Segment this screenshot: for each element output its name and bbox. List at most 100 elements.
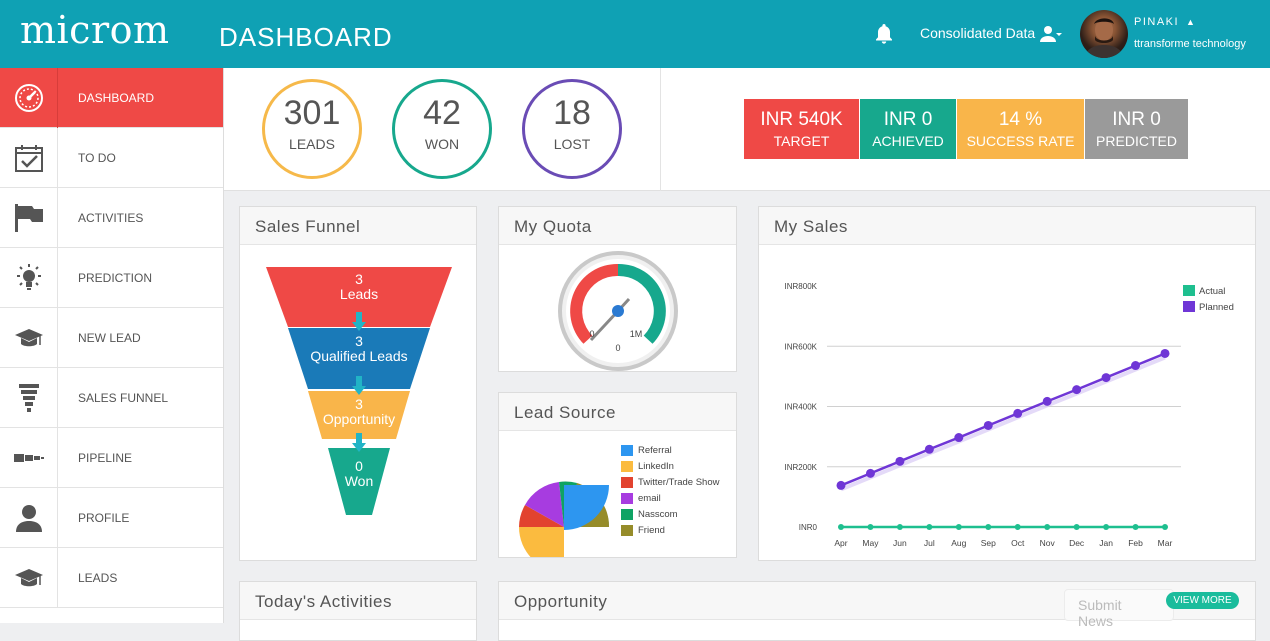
data-point[interactable] <box>895 456 905 466</box>
series-shadow <box>840 355 1166 492</box>
caret-up-icon[interactable]: ▲ <box>1186 17 1195 27</box>
data-point[interactable] <box>1072 385 1082 395</box>
quota-gauge[interactable]: 0 1M 0 <box>499 245 738 371</box>
speedometer-icon <box>14 84 43 112</box>
funnel-stage-opportunity[interactable] <box>308 391 410 439</box>
data-point[interactable] <box>924 444 934 454</box>
sidebar-item-dashboard[interactable]: DASHBOARD <box>0 68 223 128</box>
x-tick-label: Mar <box>1158 538 1173 548</box>
data-point[interactable] <box>1103 524 1110 530</box>
data-point[interactable] <box>838 524 844 530</box>
sidebar-item-activities[interactable]: ACTIVITIES <box>0 188 223 248</box>
pipeline-icon <box>13 454 44 462</box>
user-name[interactable]: PINAKI <box>1134 16 1180 28</box>
data-point[interactable] <box>836 480 846 490</box>
pie-slice-twitter[interactable] <box>519 505 564 527</box>
data-point[interactable] <box>896 524 903 530</box>
sidebar-item-new-lead[interactable]: NEW LEAD <box>0 308 223 368</box>
kpi-achieved[interactable]: INR 0 ACHIEVED <box>860 99 956 159</box>
x-tick-label: May <box>862 538 879 548</box>
kpi-value: 14 % <box>998 109 1043 130</box>
legend-item[interactable]: email <box>621 493 661 504</box>
legend-item[interactable]: Twitter/Trade Show <box>621 477 719 488</box>
data-point[interactable] <box>954 433 964 443</box>
panel-title: Lead Source <box>499 393 736 431</box>
legend-item[interactable]: LinkedIn <box>621 461 674 472</box>
kpi-success-rate[interactable]: 14 % SUCCESS RATE <box>957 99 1084 159</box>
funnel-count: 3 <box>355 396 363 412</box>
data-point[interactable] <box>1042 396 1052 406</box>
sidebar-item-profile[interactable]: PROFILE <box>0 488 223 548</box>
my-sales-panel: My Sales INR800K INR600K INR400K INR200K INR… <box>758 206 1256 561</box>
y-tick-label: INR0 <box>799 523 818 532</box>
funnel-stage-qualified-leads[interactable] <box>288 328 430 389</box>
sidebar-item-leads[interactable]: LEADS <box>0 548 223 608</box>
x-tick-label: Nov <box>1040 538 1056 548</box>
stat-value: 18 <box>553 94 591 132</box>
kpi-predicted[interactable]: INR 0 PREDICTED <box>1085 99 1188 159</box>
legend-item[interactable]: Referral <box>621 445 672 456</box>
stat-label: WON <box>424 136 460 152</box>
user-icon <box>15 505 42 532</box>
legend-item[interactable]: Nasscom <box>621 509 678 520</box>
panel-title: My Sales <box>759 207 1255 245</box>
sales-funnel-panel: Sales Funnel 3 Leads 3 Qualified Leads 3… <box>239 206 477 561</box>
user-switch-icon[interactable] <box>1040 24 1062 44</box>
consolidated-data-link[interactable]: Consolidated Data <box>920 25 1036 41</box>
data-point[interactable] <box>955 524 962 530</box>
data-point[interactable] <box>1132 524 1139 530</box>
top-bar: microm DASHBOARD Consolidated Data PINAK… <box>0 0 1270 68</box>
x-tick-label: Dec <box>1069 538 1085 548</box>
lost-stat-circle[interactable]: 18 LOST <box>522 79 622 179</box>
calendar-check-icon <box>14 145 43 172</box>
sidebar-item-todo[interactable]: TO DO <box>0 128 223 188</box>
sidebar-item-label: SALES FUNNEL <box>78 391 169 405</box>
funnel-stage-won[interactable] <box>328 448 390 515</box>
data-point[interactable] <box>1131 361 1141 371</box>
won-stat-circle[interactable]: 42 WON <box>392 79 492 179</box>
data-point[interactable] <box>1013 408 1023 418</box>
data-point[interactable] <box>1044 524 1051 530</box>
user-avatar[interactable] <box>1080 10 1128 58</box>
data-point[interactable] <box>1160 348 1170 358</box>
data-point[interactable] <box>1162 524 1168 530</box>
view-more-button[interactable]: VIEW MORE <box>1166 592 1239 609</box>
data-point[interactable] <box>867 524 874 530</box>
kpi-target[interactable]: INR 540K TARGET <box>744 99 859 159</box>
sidebar-item-pipeline[interactable]: PIPELINE <box>0 428 223 488</box>
kpi-label: TARGET <box>773 133 830 149</box>
data-point[interactable] <box>1073 524 1080 530</box>
sidebar-item-label: PIPELINE <box>78 451 133 465</box>
notification-bell-icon[interactable] <box>872 22 896 46</box>
sidebar-item-sales-funnel[interactable]: SALES FUNNEL <box>0 368 223 428</box>
data-point[interactable] <box>865 468 875 478</box>
gauge-min-label: 0 <box>589 329 594 339</box>
pie-slice-linkedin[interactable] <box>519 527 564 557</box>
sidebar-item-label: ACTIVITIES <box>78 211 144 225</box>
funnel-label: Qualified Leads <box>310 348 407 364</box>
sidebar-item-label: NEW LEAD <box>78 331 141 345</box>
submit-news-button[interactable]: Submit News <box>1064 589 1174 629</box>
pie-slice-email[interactable] <box>525 482 564 527</box>
y-tick-label: INR600K <box>785 342 818 351</box>
legend-swatch <box>1183 285 1195 296</box>
data-point[interactable] <box>926 524 933 530</box>
legend-label: email <box>638 493 661 504</box>
x-tick-label: Apr <box>834 538 847 548</box>
x-tick-label: Sep <box>981 538 996 548</box>
kpi-label: PREDICTED <box>1096 133 1177 149</box>
legend-item[interactable]: Friend <box>621 525 665 536</box>
app-logo[interactable]: microm <box>20 8 170 52</box>
leads-stat-circle[interactable]: 301 LEADS <box>262 79 362 179</box>
funnel-label: Opportunity <box>323 411 395 427</box>
user-company: ttransforme technology <box>1134 38 1246 50</box>
data-point[interactable] <box>1014 524 1021 530</box>
data-point[interactable] <box>985 524 992 530</box>
sidebar-item-prediction[interactable]: PREDICTION <box>0 248 223 308</box>
data-point[interactable] <box>983 420 993 430</box>
pie-slice-referral[interactable] <box>564 485 609 530</box>
legend-label: Twitter/Trade Show <box>638 477 720 488</box>
data-point[interactable] <box>1101 373 1111 383</box>
x-tick-label: Jun <box>893 538 907 548</box>
funnel-stage-leads[interactable] <box>266 267 452 327</box>
